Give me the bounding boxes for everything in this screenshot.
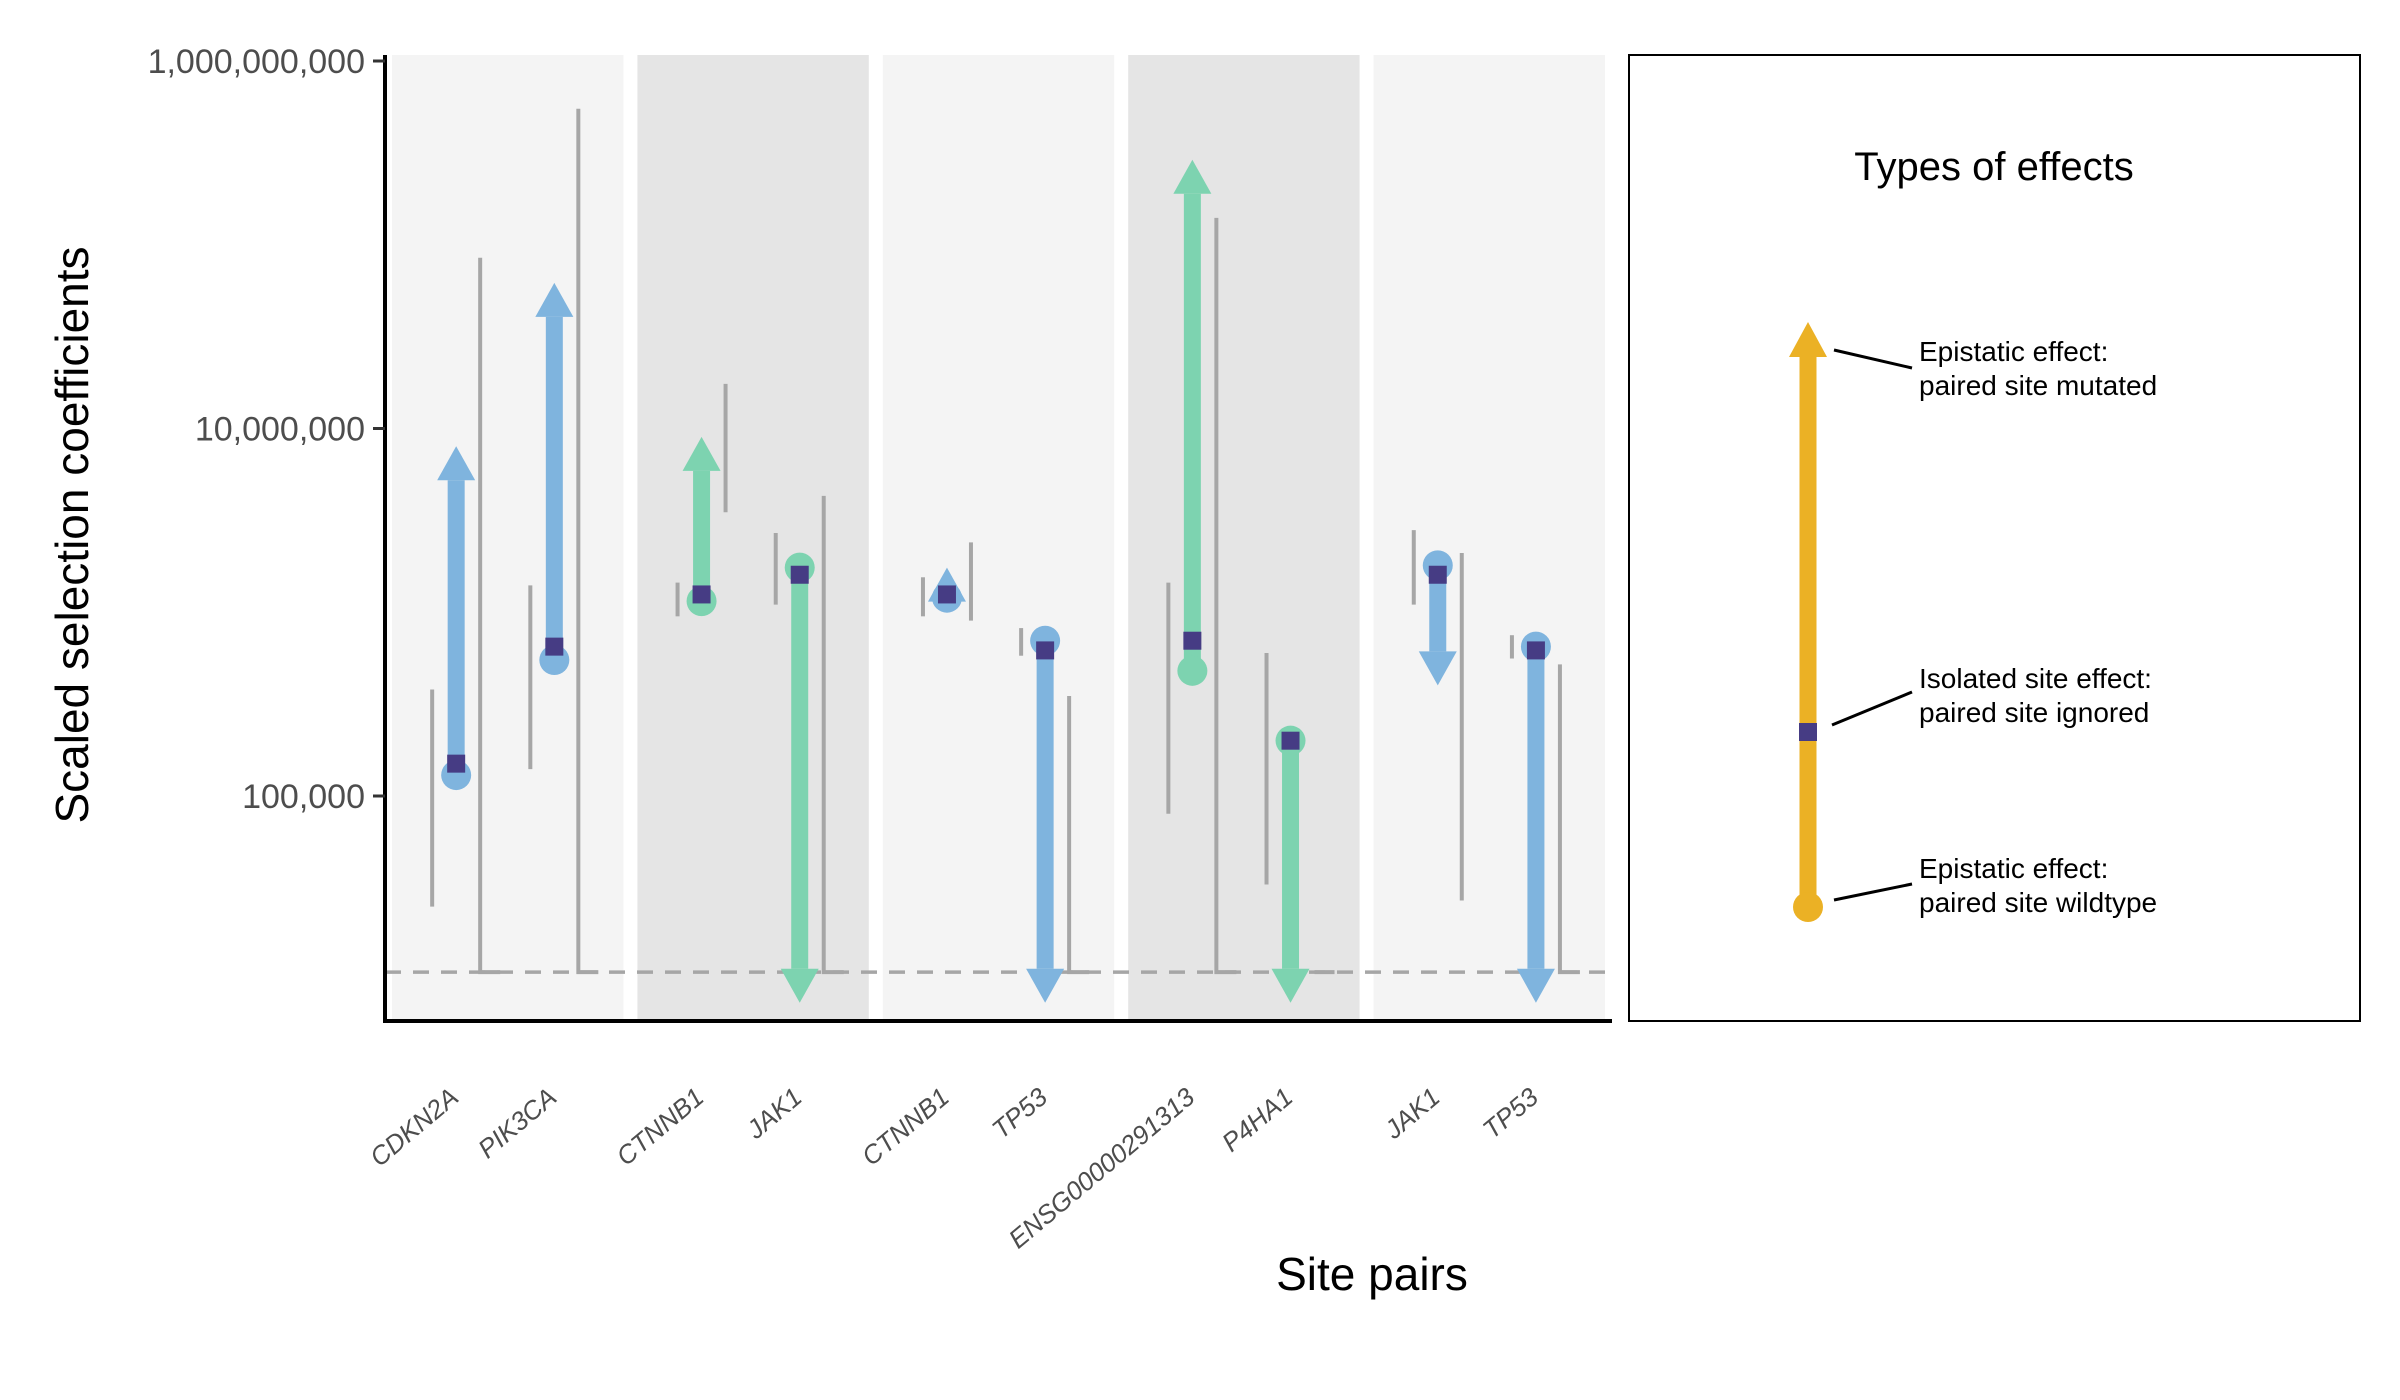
arrow-head-1-cdkn2a bbox=[437, 446, 476, 481]
panel-2 bbox=[637, 55, 869, 1021]
x-tick-label-2-ctnnb1: CTNNB1 bbox=[610, 1082, 709, 1172]
ci-epistatic-1-cdkn2a bbox=[478, 257, 501, 975]
y-ticks: 100,000 10,000,000 1,000,000,000 bbox=[148, 43, 385, 816]
arrow-head-2-ctnnb1 bbox=[682, 436, 721, 471]
x-tick-label-5-jak1: JAK1 bbox=[1378, 1082, 1446, 1146]
point-wildtype-4-ensg00000291313 bbox=[1177, 655, 1208, 686]
legend-point-wildtype bbox=[1793, 892, 1823, 922]
x-tick-label-1-pik3ca: PIK3CA bbox=[472, 1082, 562, 1164]
legend-point-isolated bbox=[1799, 723, 1817, 741]
point-isolated-5-jak1 bbox=[1428, 565, 1447, 584]
y-tick-label-10000000: 10,000,000 bbox=[195, 411, 365, 449]
x-tick-label-2-jak1: JAK1 bbox=[740, 1082, 808, 1146]
legend-label-isolated-line2: paired site ignored bbox=[1919, 697, 2149, 728]
x-tick-label-3-ctnnb1: CTNNB1 bbox=[856, 1082, 955, 1172]
point-isolated-2-jak1 bbox=[790, 565, 809, 584]
panel-4 bbox=[1128, 55, 1360, 1021]
ci-epistatic-1-pik3ca bbox=[576, 108, 599, 975]
x-tick-label-4-p4ha1: P4HA1 bbox=[1216, 1082, 1298, 1158]
effect-arrows bbox=[437, 159, 1555, 1003]
ci-epistatic-3-tp53 bbox=[1067, 696, 1090, 975]
legend-label-wildtype-line2: paired site wildtype bbox=[1919, 887, 2157, 918]
arrow-head-2-jak1 bbox=[780, 968, 819, 1003]
arrow-head-1-pik3ca bbox=[535, 282, 574, 317]
point-isolated-3-tp53 bbox=[1036, 641, 1055, 660]
x-tick-label-5-tp53: TP53 bbox=[1477, 1081, 1544, 1144]
legend-arrow-head bbox=[1789, 322, 1827, 357]
legend-marks bbox=[1789, 322, 1913, 922]
point-isolated-5-tp53 bbox=[1526, 641, 1545, 660]
y-axis-title: Scaled selection coefficients bbox=[46, 246, 98, 823]
point-isolated-2-ctnnb1 bbox=[692, 585, 711, 604]
legend-pointer-wildtype bbox=[1833, 882, 1913, 902]
legend-pointer-isolated bbox=[1831, 690, 1913, 727]
ci-epistatic-4-ensg00000291313 bbox=[1214, 217, 1237, 975]
legend-label-mutated-line2: paired site mutated bbox=[1919, 370, 2157, 401]
arrow-head-4-ensg00000291313 bbox=[1173, 159, 1212, 194]
arrow-head-5-tp53 bbox=[1516, 968, 1555, 1003]
ci-epistatic-5-tp53 bbox=[1557, 664, 1580, 975]
panel-1 bbox=[392, 55, 624, 1021]
legend-label-mutated-line1: Epistatic effect: bbox=[1919, 336, 2108, 367]
y-tick-label-100000: 100,000 bbox=[242, 778, 365, 816]
legend-pointer-mutated bbox=[1833, 348, 1913, 370]
arrow-head-3-tp53 bbox=[1026, 968, 1065, 1003]
legend-title: Types of effects bbox=[1854, 145, 2133, 189]
arrow-head-5-jak1 bbox=[1418, 651, 1457, 686]
legend-label-wildtype-line1: Epistatic effect: bbox=[1919, 853, 2108, 884]
confidence-intervals bbox=[430, 108, 1580, 975]
point-isolated-1-cdkn2a bbox=[447, 754, 466, 773]
panel-backgrounds bbox=[392, 55, 1605, 1021]
arrow-head-4-p4ha1 bbox=[1271, 968, 1310, 1003]
legend-label-isolated-line1: Isolated site effect: bbox=[1919, 663, 2152, 694]
point-isolated-3-ctnnb1 bbox=[937, 585, 956, 604]
x-tick-label-1-cdkn2a: CDKN2A bbox=[364, 1082, 464, 1173]
point-isolated-1-pik3ca bbox=[545, 637, 564, 656]
legend-box bbox=[1628, 54, 2361, 1022]
y-tick-label-1000000000: 1,000,000,000 bbox=[148, 43, 365, 81]
x-axis-title: Site pairs bbox=[1276, 1248, 1468, 1300]
point-isolated-4-ensg00000291313 bbox=[1183, 631, 1202, 650]
axes bbox=[383, 55, 1612, 1023]
x-tick-labels: CDKN2A PIK3CA CTNNB1 JAK1 CTNNB1 TP53ENSG0000… bbox=[364, 1081, 1544, 1254]
legend: Types of effects Epistatic effect: paire… bbox=[1628, 54, 2361, 1022]
x-tick-label-3-tp53: TP53 bbox=[986, 1081, 1053, 1144]
panel-3 bbox=[882, 55, 1115, 1021]
point-isolated-4-p4ha1 bbox=[1281, 731, 1300, 750]
panel-5 bbox=[1373, 55, 1605, 1021]
ci-epistatic-2-jak1 bbox=[821, 495, 844, 975]
